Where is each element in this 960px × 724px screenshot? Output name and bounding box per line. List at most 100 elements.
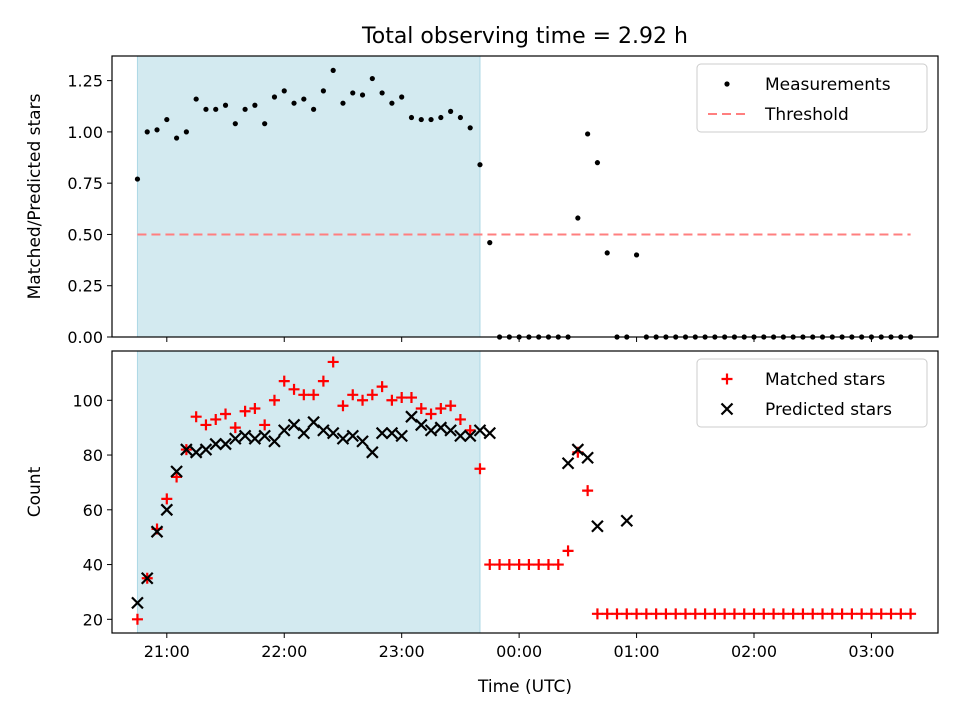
legend-label: Matched stars: [765, 370, 885, 390]
matched-star-point: [239, 405, 251, 417]
matched-star-point: [513, 559, 525, 571]
matched-star-point: [777, 608, 789, 620]
x-axis-label: Time (UTC): [477, 677, 572, 697]
predicted-star-point: [307, 415, 320, 429]
measurement-point: [575, 215, 581, 221]
matched-star-point: [875, 608, 887, 620]
measurement-point: [183, 129, 189, 135]
predicted-star-point: [150, 525, 164, 538]
legend-label: Predicted stars: [765, 400, 892, 420]
matched-star-point: [699, 608, 711, 620]
predicted-star-point: [405, 410, 418, 423]
matched-star-point: [464, 424, 476, 436]
matched-star-point: [738, 608, 750, 620]
observing-window-shade: [136, 350, 481, 634]
predicted-star-point: [317, 424, 330, 437]
matched-star-point: [386, 394, 398, 406]
matched-star-point: [787, 608, 799, 620]
measurement-point: [252, 102, 258, 108]
matched-star-point: [249, 402, 261, 414]
legend: Measurements Threshold: [696, 63, 928, 133]
legend-marker-predicted: [720, 402, 734, 416]
predicted-star-point: [366, 446, 379, 459]
predicted-star-point: [375, 426, 389, 440]
measurement-point: [359, 92, 366, 98]
matched-star-point: [611, 608, 623, 620]
predicted-star-point: [414, 418, 428, 432]
measurement-point: [457, 114, 464, 121]
predicted-star-point: [356, 435, 369, 448]
matched-star-point: [494, 559, 506, 571]
matched-star-point: [670, 608, 682, 620]
matched-star-point: [298, 389, 310, 401]
matched-star-point: [836, 608, 848, 620]
measurement-point: [213, 106, 219, 112]
measurement-point: [379, 90, 385, 96]
legend-marker-measurements: [724, 81, 730, 87]
legend-box: [696, 63, 928, 133]
predicted-star-point: [434, 421, 448, 434]
predicted-star-point: [385, 426, 399, 440]
predicted-star-point: [444, 424, 457, 437]
matched-star-point: [131, 613, 143, 625]
matched-star-point: [533, 559, 545, 571]
measurement-point: [232, 121, 238, 127]
predicted-star-point: [199, 443, 213, 456]
axes-frame: [111, 350, 939, 634]
matched-star-point: [856, 608, 868, 620]
matched-star-point: [396, 392, 408, 404]
measurement-point: [399, 94, 405, 100]
legend-label: Threshold: [764, 105, 849, 125]
matched-star-point: [308, 389, 320, 401]
matched-star-point: [405, 392, 417, 404]
matched-star-point: [885, 608, 897, 620]
matched-star-point: [748, 608, 760, 620]
matched-star-point: [542, 559, 554, 571]
matched-star-point: [601, 608, 613, 620]
matched-star-point: [425, 408, 437, 420]
y-tick-label: 60: [83, 501, 103, 520]
matched-star-point: [552, 559, 564, 571]
y-tick-label: 0.75: [67, 174, 103, 193]
matched-star-point: [562, 545, 574, 557]
matched-star-point: [591, 608, 603, 620]
measurement-point: [428, 116, 434, 123]
measurement-point: [164, 116, 170, 123]
x-tick-label: 03:00: [848, 642, 894, 661]
predicted-star-point: [248, 432, 262, 445]
matched-star-point: [161, 493, 173, 505]
measurement-point: [467, 125, 473, 131]
measurement-point: [311, 106, 317, 112]
predicted-star-point: [571, 443, 585, 456]
measurement-point: [477, 162, 483, 168]
matched-star-point: [415, 402, 427, 414]
matched-star-point: [435, 402, 447, 414]
measurement-point: [418, 116, 424, 123]
measurement-point: [262, 121, 268, 127]
ratio-panel: 0.00 0.25 0.50 0.75 1.00 1.25 Matched/Predicte…: [25, 55, 939, 347]
matched-star-point: [454, 413, 466, 425]
predicted-star-point: [268, 435, 281, 448]
matched-star-point: [660, 608, 672, 620]
predicted-star-point: [581, 451, 594, 465]
measurement-point: [134, 176, 141, 182]
measurement-point: [438, 114, 444, 121]
legend: Matched stars Predicted stars: [696, 358, 928, 428]
matched-star-point: [357, 394, 369, 406]
measurement-point: [633, 252, 640, 258]
y-tick-label: 1.00: [67, 123, 103, 142]
y-tick-label: 100: [72, 391, 103, 410]
y-axis-label: Count: [25, 466, 45, 517]
x-tick-label: 00:00: [496, 642, 542, 661]
predicted-star-point: [258, 429, 271, 443]
matched-star-point: [259, 419, 271, 431]
matched-star-point: [807, 608, 819, 620]
measurement-point: [350, 90, 356, 96]
matched-star-point: [650, 608, 662, 620]
measurement-point: [408, 114, 415, 121]
matched-star-point: [171, 471, 183, 483]
matched-star-point: [640, 608, 652, 620]
matched-star-point: [709, 608, 721, 620]
measurement-point: [154, 127, 160, 133]
matched-star-point: [846, 608, 858, 620]
